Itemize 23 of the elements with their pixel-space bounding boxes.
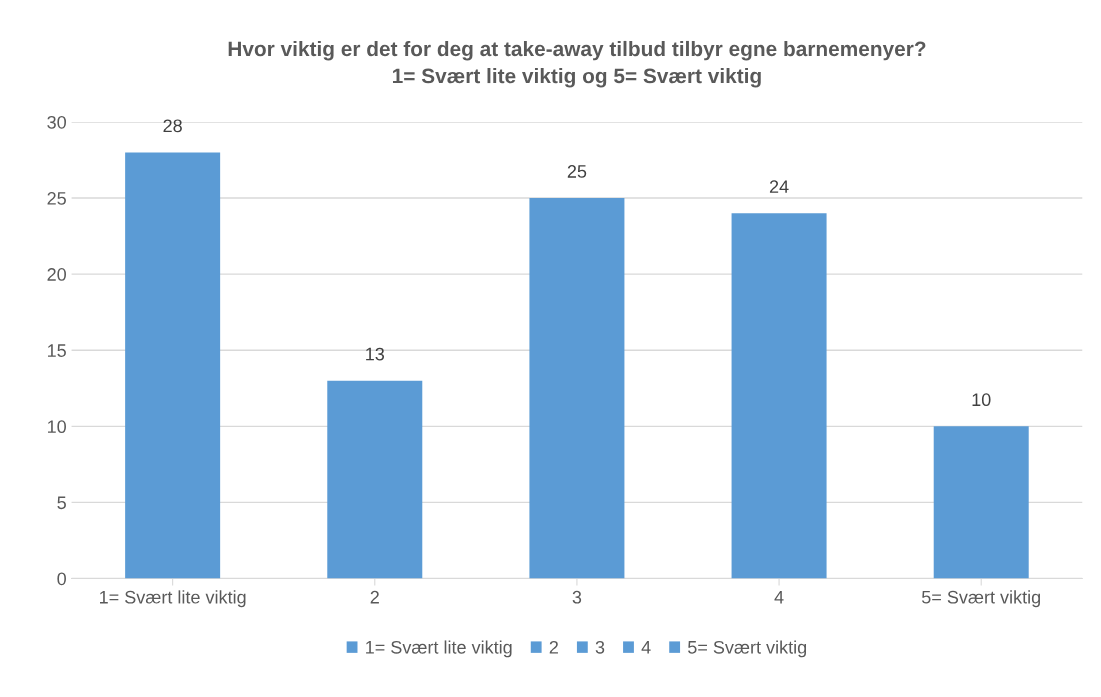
- x-tick-label: 4: [774, 590, 784, 604]
- x-tick-label: 5= Svært viktig: [921, 590, 1040, 608]
- x-tick-label: 3: [572, 590, 582, 604]
- legend-label: 5= Svært viktig: [688, 640, 807, 658]
- data-label: 13: [366, 347, 385, 361]
- y-tick-label: 25: [47, 192, 66, 205]
- y-tick-label: 10: [48, 420, 66, 434]
- y-tick-label: 5: [57, 496, 66, 510]
- x-tick-label: 1= Svært lite viktig: [100, 590, 246, 608]
- x-tick-label: 2: [370, 590, 379, 604]
- y-tick-label: 15: [48, 344, 66, 357]
- legend-label: 4: [641, 641, 651, 654]
- chart-title: Hvor viktig er det for deg at take-away tilbud tilbyr egne barnemenyer? 1= Svært lite viktig og 5= Svært viktig: [228, 40, 926, 88]
- y-tick-label: 30: [47, 115, 66, 129]
- data-label: 24: [769, 180, 789, 193]
- legend-label: 2: [549, 640, 558, 654]
- legend-label: 3: [595, 640, 605, 654]
- data-label: 28: [163, 119, 182, 133]
- data-label: 25: [567, 165, 587, 178]
- legend-label: 1= Svært lite viktig: [366, 640, 512, 658]
- data-label: 10: [972, 393, 991, 407]
- y-tick-label: 20: [47, 268, 66, 281]
- y-tick-label: 0: [57, 572, 66, 586]
